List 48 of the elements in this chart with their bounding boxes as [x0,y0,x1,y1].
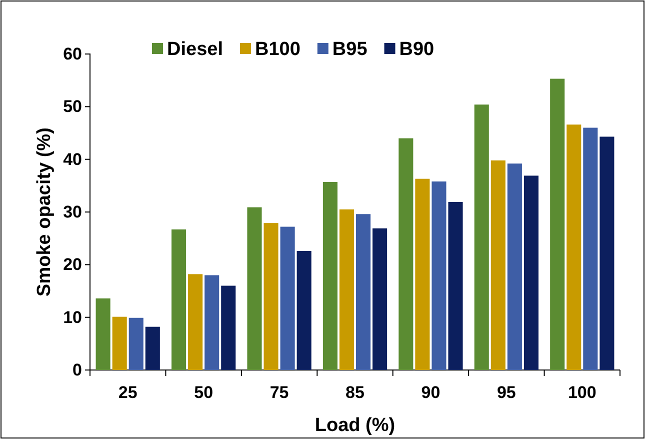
legend-label: B100 [254,39,300,60]
y-tick-label: 10 [63,308,82,327]
x-tick-label: 25 [118,383,138,402]
bar [204,275,220,370]
bar [322,182,338,370]
bar [221,286,236,370]
bar [145,326,160,370]
x-tick-label: 75 [270,383,289,402]
bar [128,318,144,370]
x-tick-label: 50 [194,383,214,402]
bar [280,226,295,370]
x-tick-label: 95 [496,383,516,402]
bar [474,104,489,370]
bar [490,160,506,370]
y-axis-title: Smoke opacity (%) [34,128,55,296]
bar [296,250,312,370]
bar [356,214,371,370]
bar [566,124,582,370]
bar [247,207,262,370]
x-axis-title: Load (%) [314,415,396,436]
bar [172,229,186,370]
y-tick-label: 0 [72,360,82,380]
x-tick-label: 85 [346,383,364,402]
y-tick-label: 40 [63,150,82,169]
bar [600,136,614,370]
legend-label: Diesel [167,39,223,60]
bar [264,223,278,370]
bar [432,181,446,370]
bar [507,164,522,370]
bar [583,128,598,370]
bar [550,78,565,370]
bar [415,178,430,370]
bar [372,228,388,370]
bar [112,316,127,370]
bar [188,274,203,370]
bar [96,298,110,370]
bar [398,138,414,370]
y-tick-label: 20 [63,255,82,274]
bar [524,176,538,370]
y-tick-label: 60 [63,44,82,64]
x-tick-label: 100 [568,383,596,402]
legend-label: B95 [332,39,368,60]
bar [339,209,354,370]
bar [448,202,463,370]
legend-label: B90 [399,39,434,60]
y-tick-label: 30 [63,202,82,222]
x-tick-label: 90 [421,383,440,402]
y-tick-label: 50 [63,97,82,116]
